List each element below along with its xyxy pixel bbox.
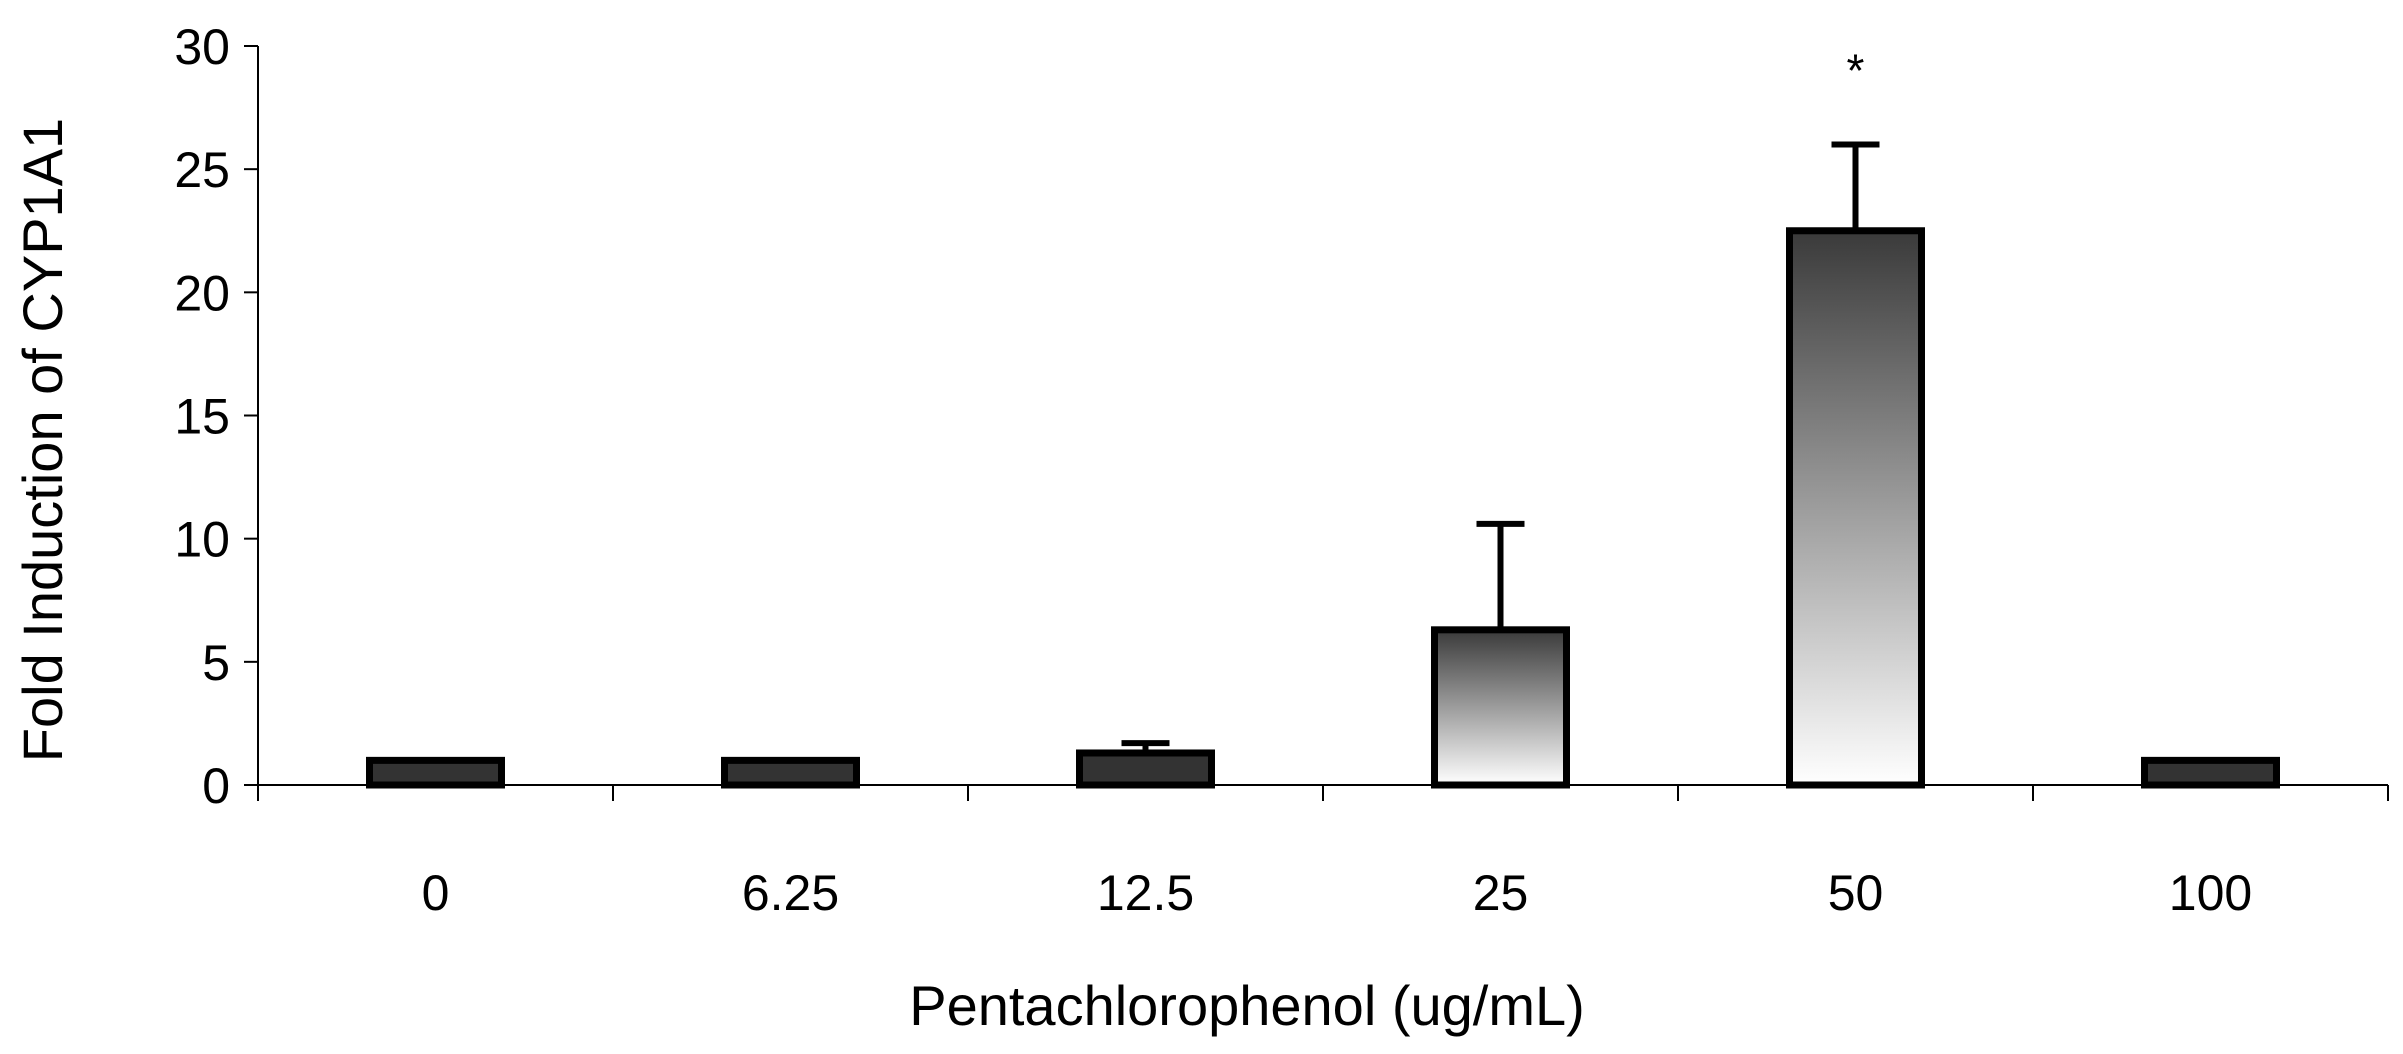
significance-marker: * — [1847, 45, 1865, 97]
y-axis: 0 5 10 15 20 25 30 — [174, 19, 259, 814]
bar — [1786, 227, 1925, 789]
x-tick-label: 50 — [1828, 865, 1884, 921]
y-tick-label: 15 — [174, 389, 230, 445]
bar — [1076, 749, 1215, 789]
bar — [366, 756, 505, 789]
bars: * — [366, 45, 2280, 789]
bar — [1431, 626, 1570, 789]
y-tick-label: 0 — [202, 758, 230, 814]
x-axis: 0 6.25 12.5 25 50 100 — [257, 784, 2389, 921]
y-tick-label: 25 — [174, 142, 230, 198]
x-axis-title: Pentachlorophenol (ug/mL) — [909, 974, 1585, 1037]
y-tick-label: 20 — [174, 265, 230, 321]
x-tick-label: 0 — [422, 865, 450, 921]
y-tick-label: 10 — [174, 512, 230, 568]
x-tick-label: 6.25 — [742, 865, 839, 921]
y-tick-label: 30 — [174, 19, 230, 75]
y-tick-label: 5 — [202, 635, 230, 691]
bar — [721, 756, 860, 789]
x-tick-label: 100 — [2169, 865, 2252, 921]
x-tick-label: 12.5 — [1097, 865, 1194, 921]
y-axis-title: Fold Induction of CYP1A1 — [11, 118, 74, 762]
x-tick-label: 25 — [1473, 865, 1529, 921]
bar — [2141, 756, 2280, 789]
